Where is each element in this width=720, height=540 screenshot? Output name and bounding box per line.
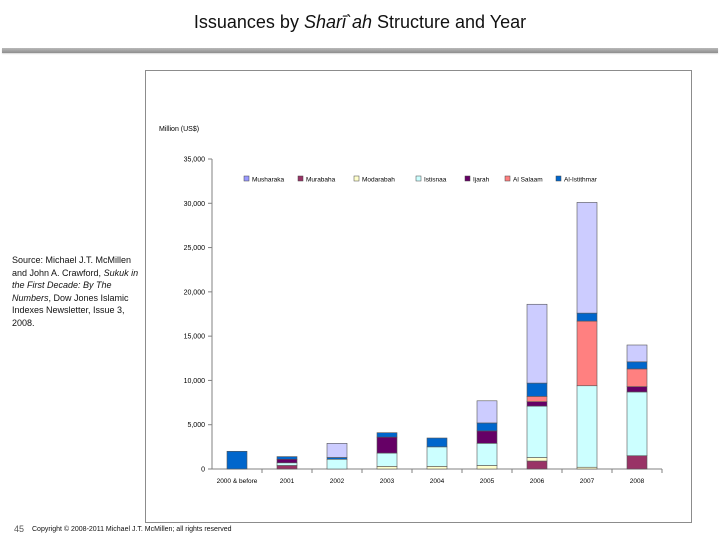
bar-segment (626, 455, 648, 470)
bar-segment (276, 462, 298, 466)
x-tick-label: 2004 (430, 478, 445, 485)
bar-segment (276, 465, 298, 470)
source-note-book-title: Sukuk in the First Decade: By The Number… (12, 267, 139, 303)
y-tick-label: 30,000 (184, 201, 206, 208)
bar-segment (526, 401, 548, 407)
y-axis-title: Million (US$) (159, 126, 199, 133)
copyright-notice: Copyright © 2008-2011 Michael J.T. McMil… (32, 526, 232, 533)
y-tick-label: 35,000 (184, 157, 206, 164)
source-note: Source: Michael J.T. McMillen and John A… (12, 254, 142, 329)
y-tick-label: 20,000 (184, 289, 206, 296)
bar-segment (426, 437, 448, 448)
bar-segment (626, 368, 648, 387)
title-divider (2, 48, 718, 53)
bar-segment (576, 320, 598, 387)
bar-segment (326, 458, 348, 470)
bar-segment (276, 458, 298, 464)
x-tick-label: 2000 & before (217, 478, 258, 485)
bar-segment (626, 386, 648, 393)
legend-swatch (555, 175, 562, 182)
bar-segment (526, 382, 548, 397)
legend-swatch (415, 175, 422, 182)
bar-segment (426, 466, 448, 470)
bar-segment (376, 452, 398, 467)
legend-swatch (243, 175, 250, 182)
legend-swatch (504, 175, 511, 182)
legend-swatch (353, 175, 360, 182)
legend-swatch (297, 175, 304, 182)
x-tick-label: 2007 (580, 478, 595, 485)
stacked-bar-chart: Million (US$) 0 5,000 10,000 15,000 20,000 25,… (159, 126, 663, 485)
source-note-suffix: , Dow Jones Islamic Indexes Newsletter, … (12, 292, 129, 328)
bar-segment (376, 432, 398, 438)
slide-title: Issuances by Sharī`ah Structure and Year (0, 12, 720, 33)
legend-swatch (464, 175, 471, 182)
x-tick-label: 2006 (530, 478, 545, 485)
title-suffix: Structure and Year (372, 12, 527, 32)
bar-segment (576, 385, 598, 468)
bar-segment (376, 466, 398, 470)
bar-segment (626, 344, 648, 363)
bar-segment (276, 456, 298, 460)
legend-label: Istisnaa (424, 177, 447, 184)
y-tick-label: 5,000 (187, 422, 205, 429)
bar-segment (376, 436, 398, 454)
bar-segment (476, 422, 498, 432)
bar-segment (576, 202, 598, 314)
y-tick-label: 10,000 (184, 378, 206, 385)
bar-segment (526, 457, 548, 462)
bar-segment (626, 391, 648, 457)
legend-label: Musharaka (252, 177, 285, 184)
legend-label: Al Salaam (513, 177, 543, 184)
legend-label: Modarabah (362, 177, 395, 184)
bar-segment (626, 361, 648, 370)
bar-segment (326, 443, 348, 458)
title-emphasis: Sharī`ah (303, 12, 372, 32)
bar-segment (526, 396, 548, 402)
legend-label: Al-Istithmar (564, 177, 598, 184)
x-tick-label: 2008 (630, 478, 645, 485)
title-prefix: Issuances by (193, 12, 304, 32)
bar-segment (526, 460, 548, 470)
bar-segment (476, 400, 498, 424)
x-tick-label: 2003 (380, 478, 395, 485)
bar-segment (476, 465, 498, 470)
bar-segment (226, 450, 248, 470)
bar-segment (426, 446, 448, 467)
x-tick-label: 2001 (280, 478, 295, 485)
bar-segment (476, 443, 498, 466)
legend-label: Murabaha (306, 177, 336, 184)
y-tick-label: 15,000 (184, 334, 206, 341)
bar-segment (476, 430, 498, 444)
bar-segment (526, 405, 548, 458)
bar-segment (526, 303, 548, 384)
y-tick-label: 0 (201, 467, 205, 474)
chart-frame: Million (US$) 0 5,000 10,000 15,000 20,000 25,… (145, 70, 692, 523)
x-tick-label: 2005 (480, 478, 495, 485)
y-tick-label: 25,000 (184, 245, 206, 252)
source-note-prefix: Source: Michael J.T. McMillen and John A… (12, 255, 132, 278)
legend-label: Ijarah (473, 177, 490, 184)
page-number: 45 (14, 524, 25, 534)
bar-segment (576, 312, 598, 322)
x-tick-label: 2002 (330, 478, 345, 485)
